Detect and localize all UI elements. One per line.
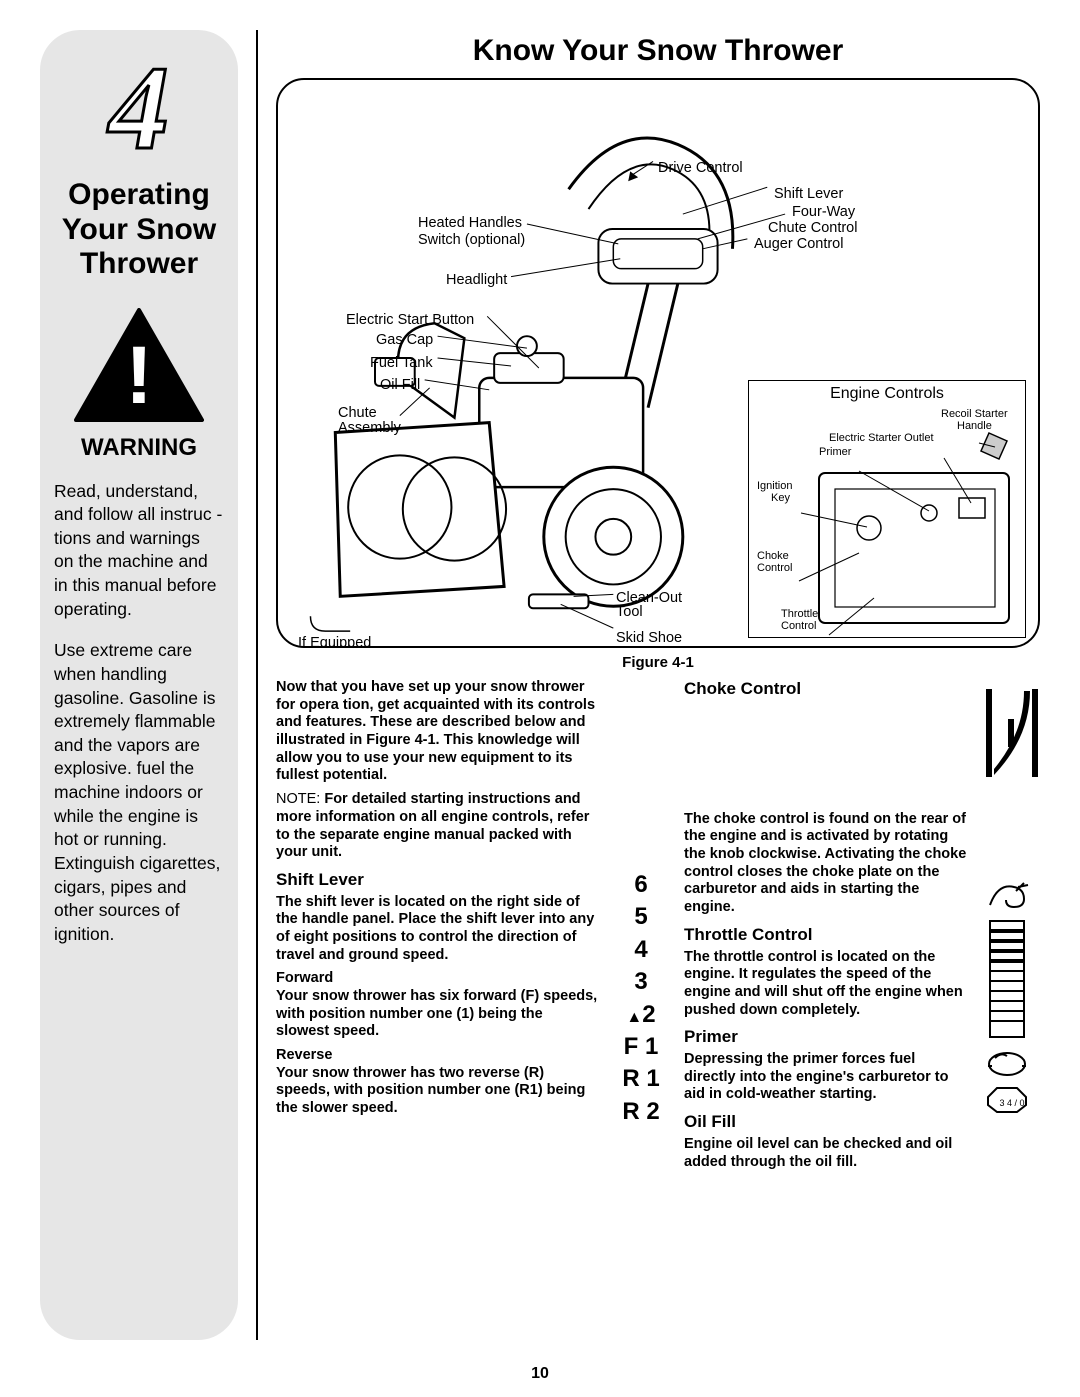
- figure-label: Headlight: [446, 272, 507, 288]
- note-label: NOTE:: [276, 791, 320, 807]
- svg-text:!: !: [125, 330, 152, 421]
- gear-r2: R 2: [612, 1096, 670, 1128]
- figure-label: Chute: [338, 405, 377, 421]
- shift-heading: Shift Lever: [276, 870, 598, 891]
- choke-heading: Choke Control: [684, 679, 970, 700]
- gear-f1: F 1: [612, 1031, 670, 1063]
- engine-label: Throttle: [781, 609, 818, 621]
- forward-body: Your snow thrower has six forward (F) sp…: [276, 988, 597, 1039]
- gear-5: 5: [612, 901, 670, 933]
- engine-label: Key: [771, 493, 790, 505]
- choke-icon: [984, 685, 1040, 780]
- figure-label: Gas Cap: [376, 332, 433, 348]
- oil-heading: Oil Fill: [684, 1112, 970, 1133]
- shift-body: The shift lever is located on the right …: [276, 894, 594, 963]
- figure-box: Heated HandlesSwitch (optional) Headlight…: [276, 78, 1040, 648]
- figure-label: Chute Control: [768, 220, 857, 236]
- gear-3: 3: [612, 966, 670, 998]
- engine-label: Control: [757, 563, 792, 575]
- engine-label: Electric Starter Outlet: [829, 433, 934, 445]
- engine-controls-title: Engine Controls: [749, 385, 1025, 403]
- gear-4: 4: [612, 934, 670, 966]
- warning-text-2: Use extreme care when handling gasoline.…: [54, 639, 224, 946]
- note-text: For detailed starting instructions and m…: [276, 791, 589, 860]
- reverse-heading: Reverse: [276, 1047, 598, 1065]
- oil-body: Engine oil level can be checked and oil …: [684, 1136, 952, 1170]
- throttle-heading: Throttle Control: [684, 925, 970, 946]
- engine-label: Ignition: [757, 481, 792, 493]
- figure-label: Four-Way: [792, 204, 855, 220]
- choke-body: The choke control is found on the rear o…: [684, 811, 966, 915]
- warning-heading: WARNING: [81, 434, 197, 462]
- figure-label: Oil Fill: [380, 377, 420, 393]
- engine-controls-inset: Engine Controls Recoil StarterH: [748, 380, 1026, 638]
- engine-label: Choke: [757, 551, 789, 563]
- figure-label: Skid Shoe: [616, 630, 682, 646]
- gear-2: ▲2: [612, 999, 670, 1031]
- main-title: Know Your Snow Thrower: [276, 34, 1040, 68]
- sidebar-panel: 4 Operating Your Snow Thrower ! WARNING …: [40, 30, 238, 1340]
- forward-heading: Forward: [276, 970, 598, 988]
- engine-label: Handle: [957, 421, 992, 433]
- figure-label: Assembly: [338, 420, 401, 436]
- chapter-title: Operating Your Snow Thrower: [54, 178, 224, 282]
- figure-label: Fuel Tank: [370, 355, 433, 371]
- primer-heading: Primer: [684, 1027, 970, 1048]
- throttle-icon: 3 4 / 0: [984, 877, 1040, 1109]
- warning-text-1: Read, understand, and follow all instruc…: [54, 480, 224, 622]
- figure-label: Drive Control: [658, 160, 743, 176]
- figure-label: Tool: [616, 604, 643, 620]
- figure-label: Heated Handles: [418, 215, 522, 231]
- gear-r1: R 1: [612, 1063, 670, 1095]
- figure-label: Electric Start Button: [346, 312, 474, 328]
- intro-text: Now that you have set up your snow throw…: [276, 679, 595, 783]
- figure-caption: Figure 4-1: [276, 654, 1040, 671]
- engine-label: Primer: [819, 447, 851, 459]
- main-content: Know Your Snow Thrower: [256, 30, 1040, 1340]
- reverse-body: Your snow thrower has two reverse (R) sp…: [276, 1065, 585, 1116]
- chapter-number: 4: [109, 48, 169, 168]
- primer-body: Depressing the primer forces fuel direct…: [684, 1051, 949, 1102]
- figure-label: Shift Lever: [774, 186, 843, 202]
- page-number: 10: [0, 1365, 1080, 1383]
- figure-label: If Equipped: [298, 635, 371, 648]
- engine-label: Control: [781, 621, 816, 633]
- engine-label: Recoil Starter: [941, 409, 1008, 421]
- gear-indicator: 6 5 4 3 ▲2 F 1 R 1 R 2: [612, 679, 670, 1177]
- warning-icon: !: [74, 308, 204, 424]
- throttle-body: The throttle control is located on the e…: [684, 949, 963, 1018]
- figure-label: Auger Control: [754, 236, 843, 252]
- gear-6: 6: [612, 869, 670, 901]
- figure-label: Switch (optional): [418, 232, 525, 248]
